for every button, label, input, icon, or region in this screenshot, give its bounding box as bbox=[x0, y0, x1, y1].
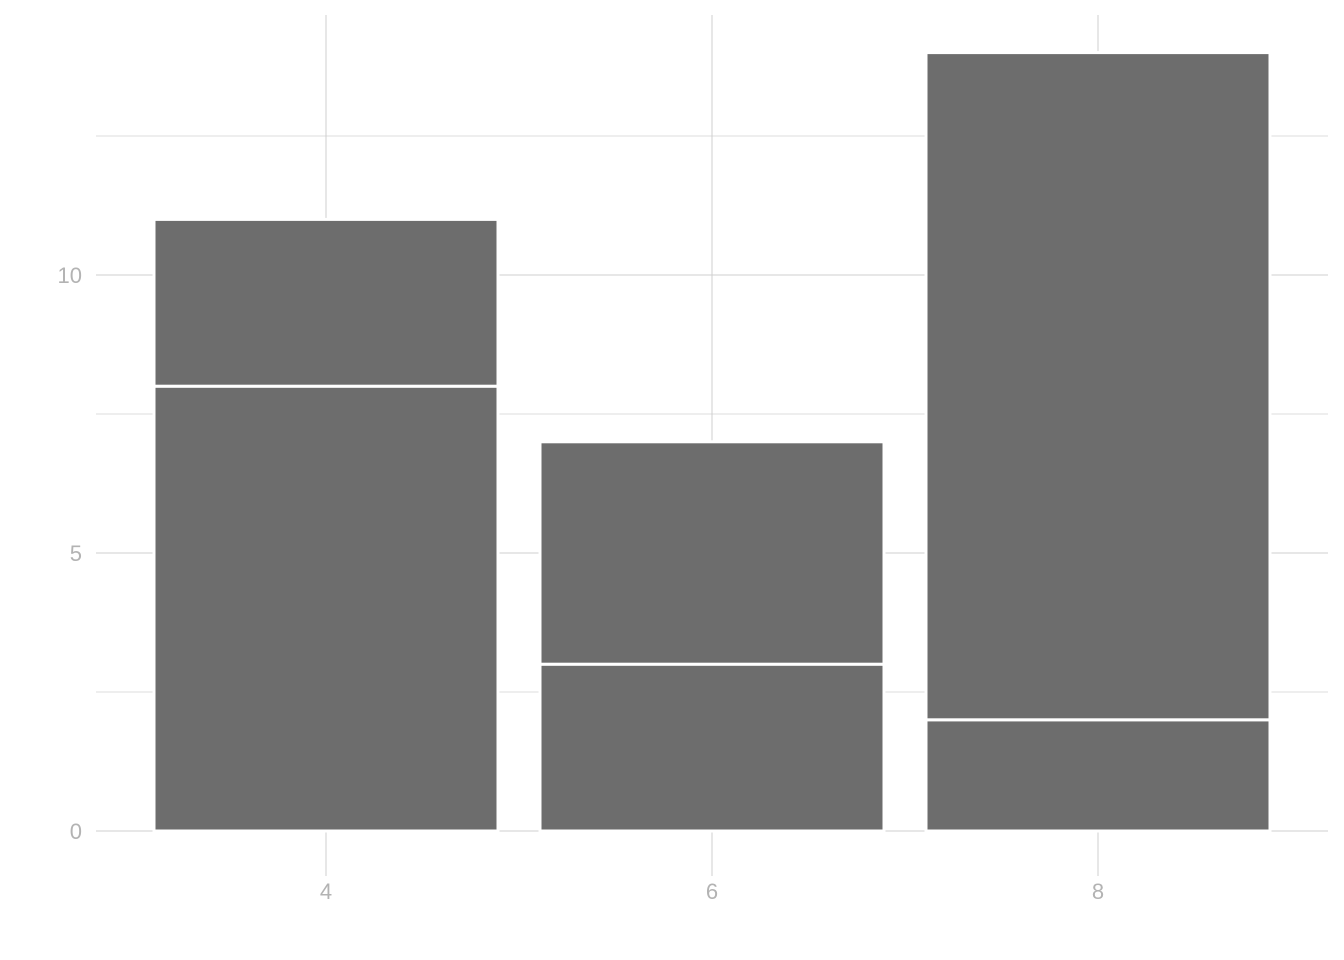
x-tick-label: 4 bbox=[320, 879, 332, 904]
y-tick-label: 5 bbox=[70, 541, 82, 566]
y-axis-ticks: 0 5 10 bbox=[58, 263, 82, 844]
bar-6-segment-2 bbox=[538, 440, 886, 666]
bar-6-segment-1 bbox=[538, 662, 886, 833]
x-tick-label: 6 bbox=[706, 879, 718, 904]
bars bbox=[152, 51, 1272, 833]
bar-4-segment-2 bbox=[152, 217, 500, 388]
bar-4-segment-1 bbox=[152, 384, 500, 833]
y-tick-label: 0 bbox=[70, 819, 82, 844]
bar-8-segment-1 bbox=[924, 718, 1272, 833]
y-tick-label: 10 bbox=[58, 263, 82, 288]
x-tick-label: 8 bbox=[1092, 879, 1104, 904]
x-axis-ticks: 4 6 8 bbox=[320, 879, 1104, 904]
bar-8-segment-2 bbox=[924, 51, 1272, 722]
